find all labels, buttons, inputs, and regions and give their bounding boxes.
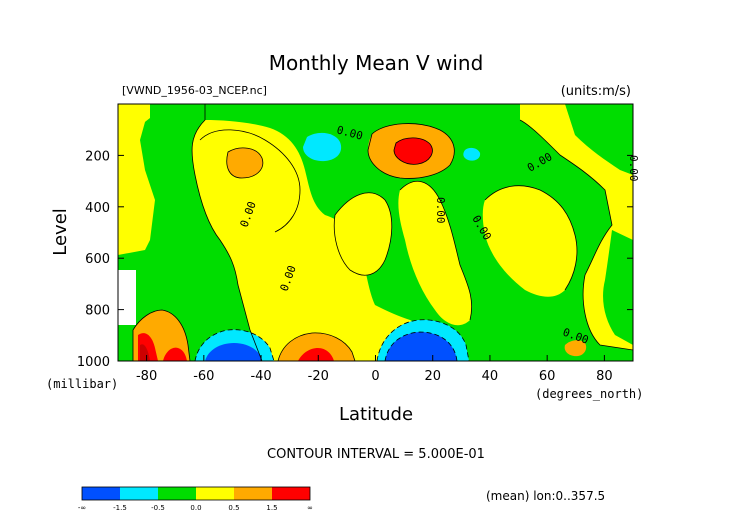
mid-positive-region <box>278 332 355 361</box>
mid-positive-region <box>226 147 263 178</box>
negative-contour-lines <box>194 319 470 362</box>
legend-tick-label: 1.5 <box>266 504 277 512</box>
x-tick-label: -60 <box>193 369 214 384</box>
y-tick-label: 1000 <box>77 355 110 370</box>
x-unit-label: (degrees_north) <box>535 387 643 401</box>
x-tick-label: 80 <box>596 369 613 384</box>
y-tick-label: 600 <box>85 252 110 267</box>
contour-interval-label: CONTOUR INTERVAL = 5.000E-01 <box>267 447 485 462</box>
chart-title: Monthly Mean V wind <box>269 51 484 75</box>
mid-positive-region <box>564 340 587 357</box>
x-tick-label: 40 <box>482 369 499 384</box>
strong-negative-region <box>205 343 262 361</box>
positive-region <box>198 129 300 234</box>
y-axis: 200 400 600 800 1000 <box>77 149 633 370</box>
x-tick-label: -20 <box>308 369 329 384</box>
x-axis-label: Latitude <box>339 404 413 425</box>
plot-area: 0.00 0.00 0.00 0.00 0.00 0.00 0.00 0.00 <box>117 103 640 362</box>
contour-lines <box>132 104 634 362</box>
legend-frame <box>81 486 311 501</box>
legend-swatch <box>158 487 196 500</box>
legend-tick-label: -∞ <box>78 504 86 512</box>
legend-tick-label: 0.5 <box>228 504 239 512</box>
positive-region <box>334 192 392 276</box>
y-axis-label: Level <box>50 208 71 256</box>
deep-red-region <box>140 344 150 361</box>
legend-tick-label: 0.0 <box>190 504 201 512</box>
legend-swatch <box>234 487 272 500</box>
negative-region <box>463 147 481 161</box>
colorbar-legend: -∞ -1.5 -0.5 0.0 0.5 1.5 ∞ <box>78 486 313 512</box>
legend-tick-label: -0.5 <box>151 504 165 512</box>
near-zero-region <box>118 104 262 361</box>
legend-swatch <box>272 487 310 500</box>
x-axis: -80 -60 -40 -20 0 20 40 60 80 <box>136 355 613 384</box>
units-label: (units:m/s) <box>561 84 631 99</box>
near-zero-region <box>603 230 633 345</box>
legend-swatch <box>82 487 120 500</box>
negative-region <box>303 132 342 162</box>
missing-data-block <box>118 270 136 325</box>
positive-region <box>482 185 577 297</box>
y-tick-label: 400 <box>85 201 110 216</box>
legend-tick-label: ∞ <box>307 504 313 512</box>
strong-positive-region <box>298 348 334 361</box>
legend-tick-label: -1.5 <box>113 504 127 512</box>
legend-swatch <box>120 487 158 500</box>
x-tick-label: 60 <box>539 369 556 384</box>
mean-label: (mean) lon:0..357.5 <box>486 489 605 503</box>
strong-negative-region <box>385 332 457 361</box>
y-tick-label: 200 <box>85 149 110 164</box>
positive-region <box>262 240 322 325</box>
x-tick-label: 20 <box>424 369 441 384</box>
y-tick-label: 800 <box>85 304 110 319</box>
contour-label: 0.00 <box>434 197 447 224</box>
strong-positive-region <box>163 347 187 361</box>
strong-positive-region <box>394 137 433 165</box>
positive-region <box>398 181 472 326</box>
legend-swatch <box>196 487 234 500</box>
x-tick-label: -40 <box>250 369 271 384</box>
near-zero-region <box>565 104 633 175</box>
x-tick-label: -80 <box>136 369 157 384</box>
file-label: [VWND_1956-03_NCEP.nc] <box>122 84 267 97</box>
y-unit-label: (millibar) <box>46 377 118 391</box>
x-tick-label: 0 <box>371 369 379 384</box>
positive-region <box>118 104 150 132</box>
